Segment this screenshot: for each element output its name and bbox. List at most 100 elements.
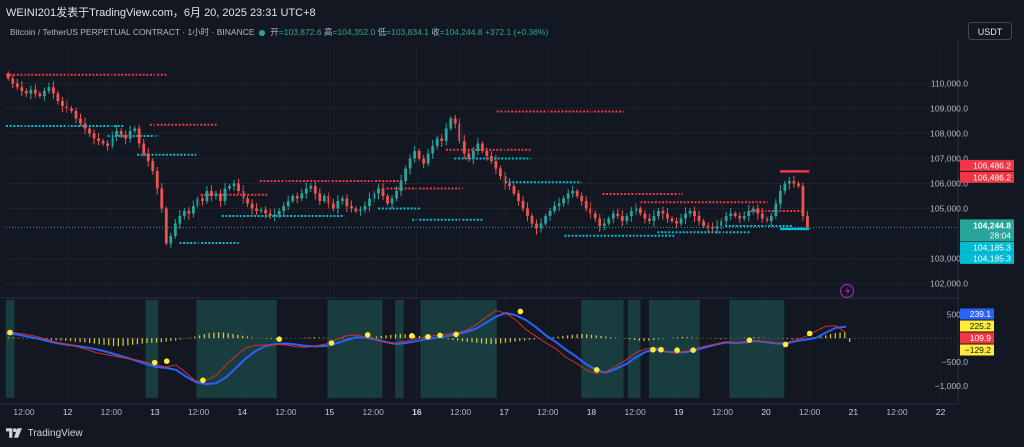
currency-button[interactable]: USDT [968,22,1012,40]
alert-icon[interactable] [839,283,855,299]
candle-body [250,203,254,209]
candle-body [607,218,611,224]
candle-body [688,211,692,214]
candle-body [620,216,624,221]
candle-body [178,216,182,224]
candle-body [88,128,91,134]
symbol-legend[interactable]: Bitcoin / TetherUS PERPETUAL CONTRACT · … [10,26,548,38]
candle-body [530,216,534,224]
x-tick-label: 19 [674,407,684,417]
candle-body [42,91,46,96]
candle-body [702,221,705,226]
shaded-zone [196,300,277,398]
y-tick-label: 102,000.0 [930,279,968,289]
x-tick-label: 12:00 [886,407,908,417]
candle-body [751,208,755,211]
candle-body [499,168,502,176]
cross-dot [782,341,789,348]
candle-body [508,183,511,186]
price-tag-label: 104,185.3 [973,253,1011,263]
candle-body [792,181,796,184]
candle-body [517,193,520,201]
candle-body [444,128,448,141]
x-tick-label: 12:00 [101,407,123,417]
candle-body [322,196,326,201]
x-tick-label: 12 [63,407,73,417]
candle-body [259,209,263,211]
cross-dot [409,333,415,339]
high-value: =104,352.0 [332,27,376,37]
price-tag-label: 106,486.2 [973,160,1011,170]
osc-value-tag [960,320,994,332]
candle-body [399,181,403,191]
candle-body [778,191,782,204]
candle-body [286,201,290,206]
candle-body [625,216,629,221]
candle-body [205,191,209,201]
x-tick-label: 12:00 [537,407,559,417]
candle-body [458,123,462,141]
candle-body [354,208,358,211]
candle-body [431,146,435,154]
x-tick-label: 12:00 [275,407,297,417]
candle-body [697,216,701,221]
candle-body [386,196,389,204]
candle-body [485,151,489,156]
candle-body [426,153,430,164]
candle-body [666,213,669,219]
osc-y-tick-label: −500.0 [942,357,969,367]
axes: 110,000.0 109,000.0 108,000.0 107,000.0 106,… [0,40,1014,417]
cross-dot [437,332,443,339]
y-tick-label: 106,000.0 [930,179,968,189]
candle-body [616,213,620,216]
candle-body [83,123,87,129]
cross-dot [650,346,656,353]
candle-body [97,138,100,141]
candle-body [106,143,109,146]
y-tick-label: 109,000.0 [930,104,968,114]
x-tick-label: 12:00 [799,407,821,417]
x-tick-label: 12:00 [450,407,472,417]
candle-body [769,216,773,221]
cross-dot [328,340,335,346]
candle-body [273,214,277,216]
candle-body [331,203,335,209]
candle-body [404,168,407,181]
candle-body [526,208,529,216]
candle-body [155,171,159,189]
footer-brand[interactable]: TradingView [6,428,83,439]
candle-body [471,151,475,159]
x-tick-label: 16 [412,407,422,417]
candle-body [151,161,155,171]
candle-body [196,198,200,206]
candle-body [309,186,313,189]
candle-body [173,223,177,236]
x-tick-label: 17 [499,407,509,417]
candle-body [449,118,453,129]
cross-dot [746,337,753,343]
cross-dot [674,347,680,353]
candle-body [562,198,566,204]
cross-dot [658,346,664,353]
cross-dot [151,359,158,366]
candle-body [657,211,660,216]
y-tick-label: 103,000.0 [930,254,968,264]
candle-body [142,143,146,154]
candle-body [340,198,344,201]
candle-body [246,198,249,204]
candle-body [480,143,484,151]
candle-body [363,206,367,210]
price-tag [960,159,1014,171]
x-tick-label: 14 [238,407,248,417]
candle-body [390,198,394,204]
candle-body [729,213,733,216]
candle-body [282,206,286,211]
candle-body [29,89,33,94]
last-price-label: 104,244.8 [973,220,1011,230]
candle-body [652,216,656,221]
candle-body [169,236,173,244]
candle-body [128,131,132,139]
candle-body [110,136,114,146]
candle-body [643,213,647,219]
